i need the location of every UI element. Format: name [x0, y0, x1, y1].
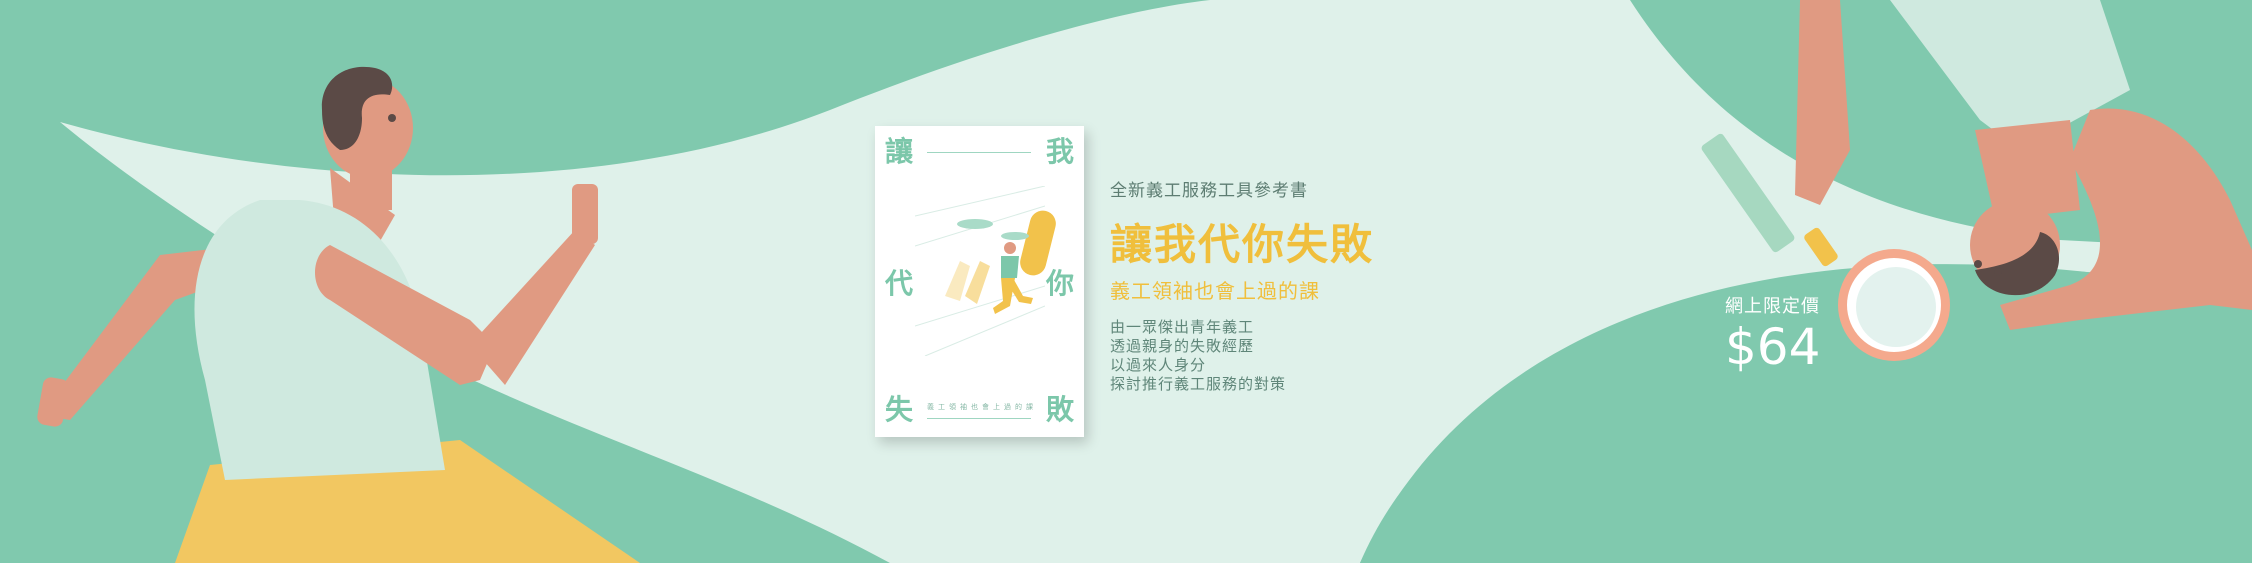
- promo-subtitle: 義工領袖也會上過的課: [1110, 279, 1320, 303]
- price-value: $64: [1725, 318, 1821, 376]
- promo-copy: 全新義工服務工具參考書 讓我代你失敗 義工領袖也會上過的課 由一眾傑出青年義工 …: [1110, 176, 1374, 394]
- price-label: 網上限定價: [1725, 296, 1820, 317]
- promo-title[interactable]: 讓我代你失敗: [1110, 220, 1375, 269]
- cover-char-4: 你: [1045, 267, 1074, 300]
- cover-char-3: 代: [885, 267, 914, 300]
- cover-char-6: 敗: [1045, 393, 1074, 426]
- green-mound: [1360, 269, 2252, 563]
- light-background-panel: [60, 0, 2252, 563]
- promo-kicker: 全新義工服務工具參考書: [1110, 181, 1308, 201]
- promo-description: 由一眾傑出青年義工 透過親身的失敗經歷 以過來人身分 探討推行義工服務的對策: [1110, 318, 1374, 394]
- cover-char-1: 讓: [885, 135, 914, 168]
- cover-char-5: 失: [885, 393, 914, 426]
- description-line: 以過來人身分: [1110, 356, 1207, 374]
- cover-runners-illustration: [915, 186, 1045, 356]
- runner-figure: [37, 66, 640, 563]
- description-line: 探討推行義工服務的對策: [1110, 375, 1287, 393]
- cover-char-2: 我: [1045, 135, 1074, 168]
- cover-rule-bottom: [927, 418, 1031, 419]
- cover-rule-top: [927, 152, 1031, 153]
- magnifying-glass-icon: [1701, 133, 1950, 361]
- cover-small-subtitle: 義工領袖也會上過的課: [927, 403, 1037, 411]
- price-box[interactable]: 網上限定價 $64: [1725, 292, 1820, 372]
- book-cover[interactable]: 讓 我 代 你 失 義工領袖也會上過的課 敗: [875, 126, 1084, 437]
- description-line: 由一眾傑出青年義工: [1110, 318, 1255, 336]
- description-line: 透過親身的失敗經歷: [1110, 337, 1255, 355]
- reaching-figure: [1795, 0, 2252, 330]
